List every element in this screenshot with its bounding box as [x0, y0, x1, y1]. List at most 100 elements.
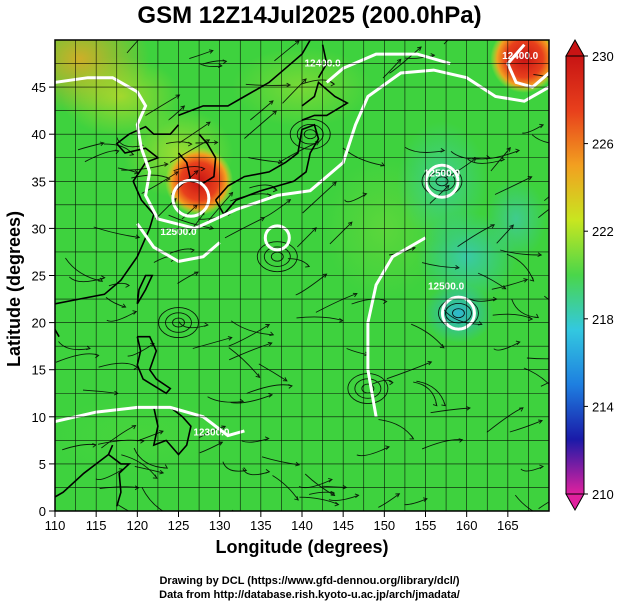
streamline-arrow	[159, 430, 164, 435]
streamline-arrow	[527, 176, 533, 181]
streamline	[491, 279, 528, 290]
coastline	[55, 313, 60, 338]
streamline	[105, 297, 126, 308]
contour-line	[325, 52, 451, 84]
streamline	[389, 46, 422, 74]
streamline-arrow	[295, 461, 301, 467]
x-tick-label: 110	[45, 518, 66, 533]
streamline-arrow	[322, 273, 328, 278]
streamline	[68, 276, 105, 283]
streamline	[522, 124, 544, 134]
streamline-arrow	[132, 310, 138, 315]
streamline-arrow	[529, 277, 535, 282]
streamline-arrow	[200, 166, 206, 172]
streamline	[241, 437, 269, 443]
colorbar-tick-label: 210	[592, 487, 614, 502]
streamline-arrow	[269, 100, 274, 105]
streamline-arrow	[242, 467, 248, 472]
streamline	[198, 425, 226, 438]
streamline	[386, 361, 432, 380]
streamline-arrow	[86, 345, 91, 351]
streamline	[538, 501, 549, 509]
streamline	[411, 323, 445, 349]
streamline	[486, 407, 524, 433]
streamline	[544, 295, 549, 301]
contour-closed	[263, 224, 291, 252]
streamline-arrow	[551, 387, 555, 391]
streamline-arrow	[163, 464, 169, 469]
streamline	[261, 456, 300, 466]
streamline	[526, 357, 549, 360]
field-shading	[423, 283, 494, 344]
streamline-arrow	[500, 157, 506, 162]
field-shading	[486, 178, 547, 259]
streamline-arrow	[100, 275, 106, 280]
streamline	[207, 396, 244, 403]
streamline	[199, 441, 223, 454]
streamline-arrow	[159, 469, 165, 475]
y-tick-label: 10	[32, 410, 46, 425]
contour-closed	[171, 178, 211, 218]
streamline-arrow	[509, 224, 514, 230]
streamline-arrow	[268, 393, 274, 398]
streamline	[228, 324, 270, 347]
streamline	[421, 262, 459, 269]
contour-closed	[440, 295, 476, 331]
streamline-arrow	[152, 21, 156, 25]
streamline-arrow	[352, 292, 358, 298]
streamline-arrow	[305, 263, 311, 268]
grid	[55, 40, 549, 511]
streamline	[429, 185, 450, 204]
streamline-arrow	[334, 501, 340, 507]
colorbar-max-triangle	[565, 38, 585, 57]
x-tick-label: 145	[332, 518, 354, 533]
streamline-arrow	[347, 221, 353, 227]
streamline-arrow	[528, 316, 534, 322]
streamline-arrow	[295, 40, 300, 45]
streamline-arrow	[556, 203, 560, 207]
streamline	[282, 78, 307, 104]
streamline-arrow	[518, 407, 524, 412]
streamline	[245, 83, 291, 86]
streamline-arrow	[441, 401, 447, 407]
streamline	[298, 479, 333, 489]
y-tick-label: 40	[32, 127, 46, 142]
contour-line	[366, 236, 427, 418]
streamline	[145, 94, 180, 116]
streamline-arrow	[150, 342, 155, 347]
streamline-arrow	[286, 82, 292, 88]
streamline	[404, 147, 445, 153]
streamline	[121, 163, 168, 171]
streamline-arrow	[354, 493, 360, 499]
streamline-arrow	[464, 21, 468, 25]
streamline-arrow	[396, 58, 402, 64]
credit-data-source: Data from http://database.rish.kyoto-u.a…	[159, 589, 460, 601]
streamline-arrow	[239, 398, 245, 404]
streamline-arrow	[175, 94, 181, 99]
streamline-arrow	[466, 406, 471, 411]
streamline-arrow	[551, 517, 555, 521]
streamline-arrow	[125, 283, 131, 288]
streamline-arrow	[515, 148, 521, 154]
streamline	[168, 105, 185, 121]
streamline	[77, 142, 104, 151]
streamline-arrow	[409, 435, 415, 440]
streamline-arrow	[417, 46, 422, 51]
streamline-arrow	[221, 425, 227, 430]
coastline	[178, 40, 311, 117]
coastline	[55, 444, 114, 498]
streamline-arrow	[302, 78, 307, 83]
streamline	[544, 196, 549, 202]
x-tick-label: 160	[456, 518, 478, 533]
streamline	[249, 184, 278, 191]
streamline	[538, 208, 549, 219]
streamline	[65, 257, 103, 282]
streamline	[296, 227, 317, 248]
streamline-swirl	[354, 378, 382, 399]
streamline-arrow	[180, 105, 186, 110]
x-axis-label: Longitude (degrees)	[215, 537, 389, 557]
streamline-arrow	[539, 123, 545, 129]
streamline	[141, 171, 179, 194]
streamline	[58, 341, 91, 351]
streamline-arrow	[430, 53, 436, 58]
